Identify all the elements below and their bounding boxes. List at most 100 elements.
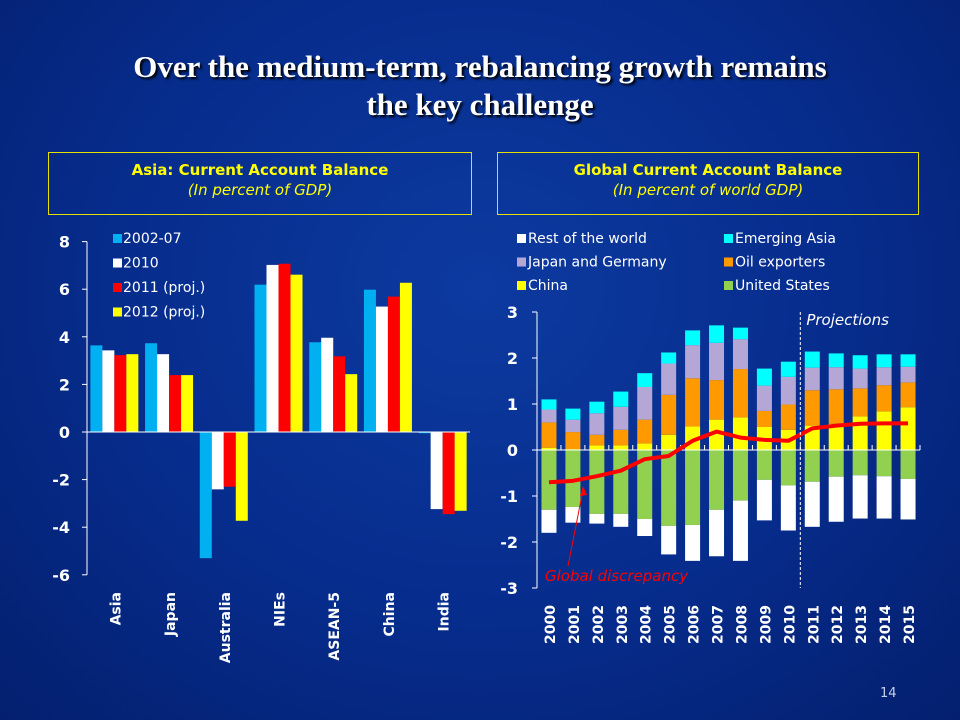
bar-2008-Emerging Asia	[732, 327, 748, 340]
arrow-head-icon	[580, 486, 587, 496]
bar-Japan-2011 (proj.)	[169, 375, 182, 432]
bar-2002-Rest of the world	[589, 513, 605, 524]
bar-India-2012 (proj.)	[454, 432, 467, 511]
legend-swatch	[113, 283, 122, 292]
bar-2015-Japan and Germany	[900, 366, 916, 383]
bar-ASEAN-5-2012 (proj.)	[345, 374, 358, 432]
bar-2004-China	[637, 443, 653, 450]
legend-swatch	[724, 257, 733, 267]
x-tick-label: 2011	[806, 605, 822, 644]
y-tick-label: -3	[500, 579, 518, 598]
projections-label: Projections	[806, 311, 889, 329]
bar-Asia-2002-07	[90, 345, 103, 432]
bar-NIEs-2012 (proj.)	[290, 274, 303, 432]
bar-2002-United States	[589, 450, 605, 514]
x-tick-label: 2003	[615, 605, 631, 644]
global-discrepancy-line	[548, 421, 909, 485]
bar-2001-United States	[565, 450, 581, 508]
y-tick-label: -2	[500, 533, 518, 552]
y-tick-label: 1	[507, 395, 518, 414]
legend-swatch	[517, 281, 526, 290]
x-tick-label: Australia	[218, 592, 234, 663]
x-tick-label: NIEs	[273, 592, 289, 627]
y-tick-label: 8	[59, 233, 70, 252]
legend-swatch	[113, 258, 122, 268]
x-tick-label: 2010	[782, 605, 798, 644]
bar-2014-China	[876, 411, 892, 450]
x-tick-label: 2002	[591, 605, 607, 644]
bar-India-2002-07	[418, 432, 431, 434]
bar-2001-Rest of the world	[565, 507, 581, 523]
legend-swatch	[517, 234, 526, 243]
bar-2015-Oil exporters	[900, 382, 916, 408]
bar-2011-Emerging Asia	[804, 351, 820, 368]
bar-2000-Rest of the world	[541, 509, 557, 533]
bar-2007-Oil exporters	[709, 380, 725, 420]
bar-2009-Oil exporters	[756, 410, 772, 427]
bar-2005-China	[661, 434, 677, 450]
bar-2003-Japan and Germany	[613, 406, 629, 430]
bar-2005-Rest of the world	[661, 525, 677, 555]
bar-2005-Japan and Germany	[661, 363, 677, 395]
bar-Australia-2012 (proj.)	[235, 432, 248, 521]
bar-China-2010	[375, 306, 388, 432]
y-tick-label: -6	[52, 566, 70, 585]
x-tick-label: ASEAN-5	[327, 592, 343, 661]
legend-label: China	[528, 278, 568, 294]
bar-2007-Emerging Asia	[709, 325, 725, 343]
bar-2009-Emerging Asia	[756, 368, 772, 386]
y-tick-label: 3	[507, 303, 518, 322]
bar-2014-Rest of the world	[876, 476, 892, 519]
bar-Japan-2012 (proj.)	[181, 375, 194, 432]
bar-2006-Oil exporters	[685, 378, 701, 427]
bar-2007-China	[709, 419, 725, 450]
bar-2003-China	[613, 445, 629, 450]
bar-2006-Japan and Germany	[685, 345, 701, 379]
bar-2002-Japan and Germany	[589, 413, 605, 435]
left-chart-title: Asia: Current Account Balance	[131, 161, 389, 179]
discrepancy-pointer	[567, 489, 584, 567]
x-tick-label: 2012	[830, 605, 846, 644]
y-tick-label: -2	[52, 471, 70, 490]
bar-2010-Oil exporters	[780, 404, 796, 430]
legend-label: Emerging Asia	[735, 231, 836, 247]
bar-2013-Rest of the world	[852, 475, 868, 519]
y-tick-label: 6	[59, 280, 70, 299]
bar-NIEs-2010	[266, 264, 279, 432]
bar-NIEs-2011 (proj.)	[278, 263, 291, 432]
bar-China-2002-07	[363, 289, 376, 432]
bar-2012-Japan and Germany	[828, 367, 844, 390]
bar-India-2010	[430, 432, 443, 510]
bar-2001-Emerging Asia	[565, 408, 581, 420]
bar-2002-Emerging Asia	[589, 401, 605, 414]
legend-label: 2012 (proj.)	[123, 305, 205, 321]
bar-2000-Japan and Germany	[541, 409, 557, 423]
bar-2014-Oil exporters	[876, 385, 892, 412]
right-chart-title: Global Current Account Balance	[573, 161, 843, 179]
bar-2007-United States	[709, 450, 725, 510]
bar-2010-Japan and Germany	[780, 376, 796, 405]
bar-2012-China	[828, 423, 844, 450]
bar-2000-United States	[541, 450, 557, 510]
bar-ASEAN-5-2010	[321, 337, 334, 432]
bar-2001-Japan and Germany	[565, 419, 581, 433]
bar-2011-Rest of the world	[804, 481, 820, 527]
y-tick-label: 2	[59, 375, 70, 394]
legend-label: 2010	[123, 256, 159, 272]
bar-2003-Rest of the world	[613, 513, 629, 527]
bar-2004-Emerging Asia	[637, 373, 653, 387]
bar-2008-Oil exporters	[732, 369, 748, 418]
bar-2012-Oil exporters	[828, 389, 844, 424]
title-line-2: the key challenge	[366, 87, 594, 122]
bar-2009-Japan and Germany	[756, 385, 772, 411]
bar-2004-United States	[637, 450, 653, 519]
bar-Japan-2010	[157, 354, 170, 432]
legend-swatch	[724, 281, 733, 290]
bar-2006-Rest of the world	[685, 524, 701, 561]
x-tick-label: 2015	[902, 605, 918, 644]
y-tick-label: 0	[507, 441, 518, 460]
x-tick-label: Japan	[163, 592, 179, 637]
bar-2003-United States	[613, 450, 629, 514]
y-tick-label: -4	[52, 518, 70, 537]
